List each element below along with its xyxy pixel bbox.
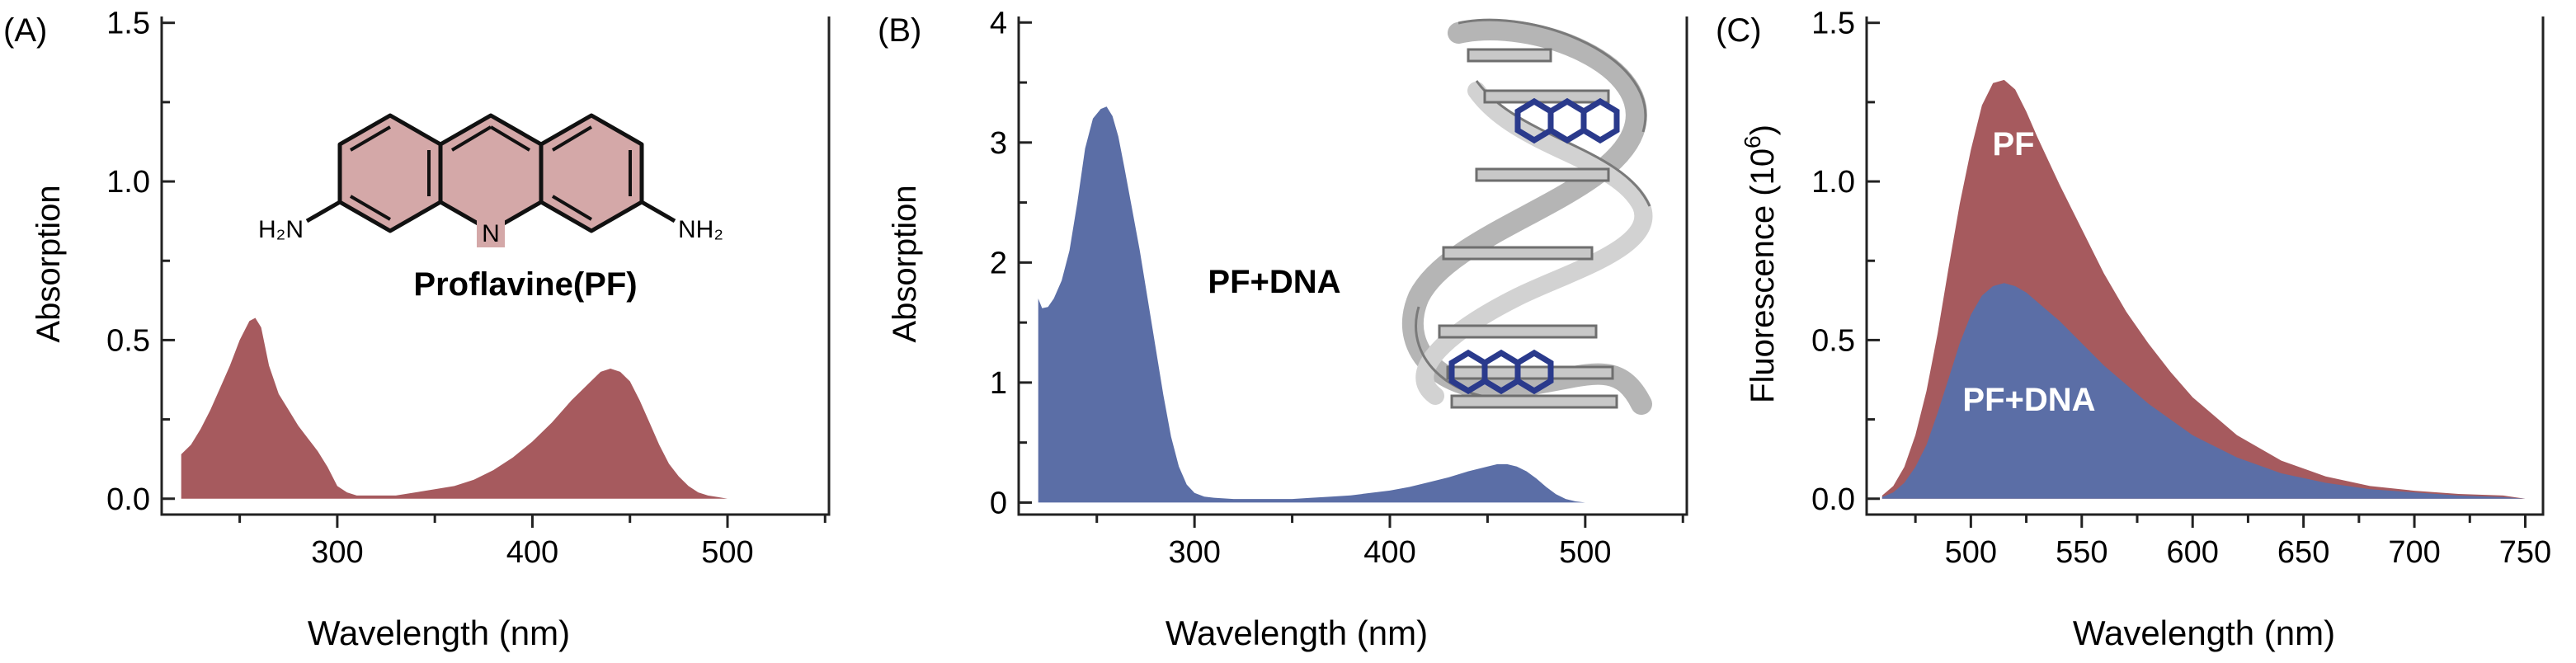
panel-a-plot-area [181, 317, 728, 499]
x-tick-label: 550 [2056, 535, 2107, 570]
panel-c-axes-frame [1865, 16, 2545, 516]
panel-b-ylabel: Absorption [887, 185, 923, 342]
x-tick-label: 650 [2277, 535, 2329, 570]
y-tick-label: 3 [990, 126, 1007, 161]
proflavine-structure-inset: N H₂N NH₂ Proflavine(PF) [258, 113, 723, 303]
proflavine-caption: Proflavine(PF) [413, 266, 637, 303]
panel-c-pf-label: PF [1992, 126, 2034, 162]
x-tick-label: 300 [311, 535, 363, 570]
panel-b-series-pf-dna [1038, 106, 1585, 503]
panel-b-ticks: 300 400 500 0 1 2 3 4 [990, 6, 1684, 570]
panel-b: (B) 300 400 500 0 1 2 3 4 Wavelength (nm) Absor… [878, 6, 1688, 652]
y-tick-label: 1.0 [1811, 165, 1855, 200]
x-tick-label: 400 [1363, 535, 1415, 570]
panel-c: (C) 500 550 600 650 700 750 0.0 0.5 1.0 1.5 Wavel… [1716, 7, 2551, 652]
panel-b-plot-area [1038, 106, 1585, 503]
panel-c-series-pf-dna [1881, 283, 2526, 499]
dna-base-pairs [1438, 48, 1618, 409]
right-amine-bond [640, 200, 676, 223]
panel-c-pfdna-label: PF+DNA [1962, 382, 2095, 418]
panel-a-series-area-0 [181, 317, 728, 499]
panel-b-axes-frame [1017, 16, 1688, 516]
right-amine-label: NH₂ [678, 216, 723, 243]
ring-nitrogen: N [482, 220, 500, 247]
x-tick-label: 750 [2499, 535, 2551, 570]
y-tick-label: 1.5 [1811, 7, 1855, 41]
y-tick-label: 2 [990, 246, 1007, 280]
panel-c-plot-area [1881, 79, 2526, 499]
panel-a-label: (A) [3, 12, 47, 49]
panel-c-xlabel: Wavelength (nm) [2073, 614, 2335, 652]
dna-helix-illustration [1402, 18, 1653, 415]
y-tick-label: 0.0 [1811, 482, 1855, 517]
y-tick-label: 0 [990, 486, 1007, 520]
x-tick-label: 600 [2167, 535, 2219, 570]
y-tick-label: 0.0 [106, 482, 150, 517]
panel-b-label: (B) [878, 12, 921, 49]
dna-backbone-strand-2 [1415, 82, 1653, 405]
base-pair [1450, 394, 1618, 409]
inner-double-bonds [349, 125, 632, 221]
base-pair [1446, 365, 1614, 380]
left-ring [337, 113, 443, 233]
x-tick-label: 700 [2388, 535, 2440, 570]
right-ring [539, 113, 644, 233]
y-tick-label: 0.5 [106, 323, 150, 358]
panel-c-ylabel: Fluorescence (106) [1740, 125, 1781, 403]
panel-a-axes-frame [160, 16, 831, 516]
x-tick-label: 400 [506, 535, 558, 570]
panel-c-ticks: 500 550 600 650 700 750 0.0 0.5 1.0 1.5 [1811, 7, 2551, 570]
x-tick-label: 500 [1559, 535, 1611, 570]
panel-b-pfdna-label: PF+DNA [1208, 264, 1340, 300]
ring-nitrogen-bg [477, 218, 505, 247]
base-pair [1442, 246, 1594, 261]
y-tick-label: 1.5 [106, 7, 150, 41]
y-tick-label: 4 [990, 6, 1007, 40]
y-tick-label: 1 [990, 366, 1007, 401]
middle-ring [438, 113, 544, 233]
panel-c-label: (C) [1716, 12, 1762, 49]
x-tick-label: 300 [1168, 535, 1220, 570]
intercalated-proflavine-upper [1514, 97, 1620, 144]
intercalated-proflavine-lower [1448, 349, 1554, 395]
panel-a: (A) 300 400 500 0.0 0.5 1.0 1.5 Wavelength (nm… [3, 7, 831, 652]
panel-a-ticks: 300 400 500 0.0 0.5 1.0 1.5 [106, 7, 826, 570]
base-pair [1438, 324, 1598, 339]
y-tick-label: 0.5 [1811, 323, 1855, 358]
panel-a-ylabel: Absorption [31, 185, 67, 342]
base-pair [1467, 48, 1552, 63]
left-amine-label: H₂N [258, 216, 304, 243]
panel-b-xlabel: Wavelength (nm) [1166, 614, 1428, 652]
x-tick-label: 500 [1945, 535, 1997, 570]
left-amine-bond [305, 200, 341, 223]
panel-a-xlabel: Wavelength (nm) [308, 614, 570, 652]
base-pair [1483, 89, 1610, 104]
x-tick-label: 500 [701, 535, 753, 570]
base-pair [1475, 167, 1610, 182]
y-tick-label: 1.0 [106, 165, 150, 200]
